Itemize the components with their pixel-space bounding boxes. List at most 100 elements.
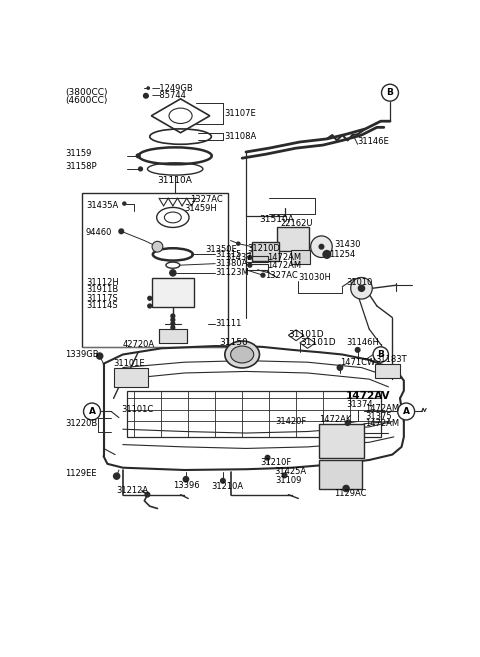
Circle shape xyxy=(282,473,287,478)
Text: 31350E: 31350E xyxy=(205,245,237,254)
Circle shape xyxy=(152,241,163,252)
Text: 31030H: 31030H xyxy=(299,273,331,282)
Circle shape xyxy=(170,270,176,276)
Text: 31123M: 31123M xyxy=(215,268,249,277)
Circle shape xyxy=(323,250,331,258)
Text: 22162U: 22162U xyxy=(281,219,313,228)
Circle shape xyxy=(148,296,152,300)
Bar xyxy=(291,250,310,263)
Text: 94460: 94460 xyxy=(86,229,112,237)
Circle shape xyxy=(373,347,388,362)
Circle shape xyxy=(119,229,123,234)
Circle shape xyxy=(343,486,349,491)
Circle shape xyxy=(261,273,265,277)
Text: 11254: 11254 xyxy=(329,250,355,259)
Bar xyxy=(159,329,187,343)
Circle shape xyxy=(265,455,270,460)
Circle shape xyxy=(359,285,365,291)
Bar xyxy=(114,367,148,387)
Text: 31101E: 31101E xyxy=(114,359,145,368)
Text: 1472AM: 1472AM xyxy=(365,404,399,413)
Text: 31380A: 31380A xyxy=(215,259,248,268)
Text: —1249GB: —1249GB xyxy=(152,83,194,93)
Text: 31114S: 31114S xyxy=(86,302,118,311)
Text: 31101D: 31101D xyxy=(300,338,336,347)
Circle shape xyxy=(171,326,175,329)
Bar xyxy=(246,263,267,270)
Text: 31110A: 31110A xyxy=(158,176,192,185)
Text: 42720A: 42720A xyxy=(123,340,155,349)
Ellipse shape xyxy=(225,341,260,368)
Circle shape xyxy=(319,244,324,249)
Text: A: A xyxy=(403,407,409,416)
Circle shape xyxy=(144,93,148,98)
Text: 31159: 31159 xyxy=(65,149,91,158)
Bar xyxy=(252,242,279,261)
Text: 31108A: 31108A xyxy=(225,132,257,141)
Circle shape xyxy=(145,492,150,497)
Text: B: B xyxy=(377,350,384,359)
Text: 31111: 31111 xyxy=(215,319,241,328)
Text: 1327AC: 1327AC xyxy=(191,195,223,204)
Text: 31420F: 31420F xyxy=(275,417,306,426)
Text: 1129AC: 1129AC xyxy=(335,489,367,497)
Text: 31510A: 31510A xyxy=(259,215,294,224)
Text: 31010: 31010 xyxy=(346,279,372,287)
Bar xyxy=(246,256,267,262)
Text: (3800CC): (3800CC) xyxy=(65,88,108,97)
Circle shape xyxy=(345,420,350,425)
Text: 1339GB: 1339GB xyxy=(65,350,99,359)
Text: 31158P: 31158P xyxy=(65,162,96,171)
Text: 1471CW: 1471CW xyxy=(340,357,375,367)
Circle shape xyxy=(96,353,103,359)
Text: 1472AM: 1472AM xyxy=(267,253,302,262)
Circle shape xyxy=(147,87,149,89)
Bar xyxy=(127,391,381,437)
Text: 13396: 13396 xyxy=(173,481,200,490)
Circle shape xyxy=(123,202,126,205)
Text: —85744: —85744 xyxy=(152,91,187,101)
Circle shape xyxy=(351,277,372,299)
Text: 31117S: 31117S xyxy=(86,294,118,303)
Bar xyxy=(319,460,361,489)
Text: 31109: 31109 xyxy=(275,476,301,486)
Text: 31146E: 31146E xyxy=(358,137,389,147)
Text: 1472AM: 1472AM xyxy=(365,419,399,428)
Text: (4600CC): (4600CC) xyxy=(65,96,108,105)
Circle shape xyxy=(171,314,175,318)
Circle shape xyxy=(171,318,175,322)
Circle shape xyxy=(248,263,252,267)
Text: 31150: 31150 xyxy=(219,338,248,347)
Circle shape xyxy=(311,236,332,258)
Text: 31375: 31375 xyxy=(365,411,392,420)
Circle shape xyxy=(382,84,398,101)
Text: 31430: 31430 xyxy=(335,240,361,249)
Bar xyxy=(152,277,194,307)
Text: 1472AK: 1472AK xyxy=(319,415,351,424)
Text: 1129EE: 1129EE xyxy=(65,468,96,478)
Bar xyxy=(375,364,400,378)
Text: 1472AM: 1472AM xyxy=(267,261,302,269)
Text: 31210A: 31210A xyxy=(211,482,243,491)
Circle shape xyxy=(398,403,415,420)
Circle shape xyxy=(355,348,360,352)
Ellipse shape xyxy=(230,346,254,363)
Text: 31459H: 31459H xyxy=(184,204,217,213)
Text: 31183T: 31183T xyxy=(375,355,407,365)
Text: 1327AC: 1327AC xyxy=(265,271,298,280)
Text: 31212A: 31212A xyxy=(117,486,149,495)
Text: 31437: 31437 xyxy=(225,253,252,262)
Text: 31101C: 31101C xyxy=(121,405,154,415)
Bar xyxy=(319,424,364,459)
Text: B: B xyxy=(386,88,394,97)
Text: 31911B: 31911B xyxy=(86,285,118,294)
Bar xyxy=(82,193,228,347)
Circle shape xyxy=(136,154,140,158)
Circle shape xyxy=(337,365,343,371)
Text: 31374: 31374 xyxy=(346,400,373,409)
Circle shape xyxy=(183,476,189,482)
Text: 1472AV: 1472AV xyxy=(346,391,391,401)
Circle shape xyxy=(148,304,152,308)
Text: 31115: 31115 xyxy=(215,250,241,259)
Circle shape xyxy=(171,322,175,326)
